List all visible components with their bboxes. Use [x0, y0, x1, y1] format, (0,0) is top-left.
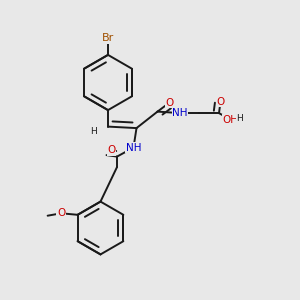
Text: NH: NH	[172, 108, 188, 118]
Text: Br: Br	[102, 33, 114, 43]
Text: NH: NH	[126, 142, 141, 153]
Text: O: O	[165, 98, 174, 108]
Text: O: O	[107, 145, 116, 155]
Text: H: H	[237, 114, 243, 123]
Text: O: O	[216, 97, 225, 107]
Text: O: O	[57, 208, 65, 218]
Text: OH: OH	[222, 115, 239, 125]
Text: H: H	[90, 127, 97, 136]
